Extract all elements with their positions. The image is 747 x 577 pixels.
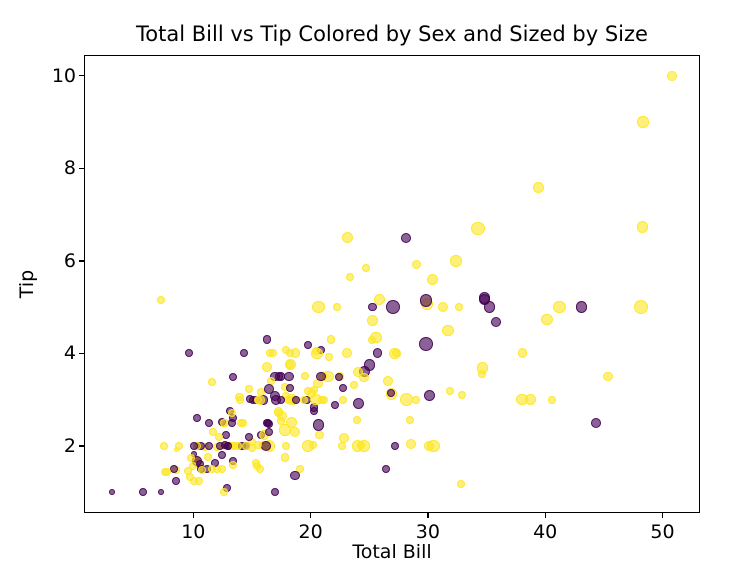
y-tick-label: 6 [63,249,76,272]
y-tick-label: 10 [51,64,76,87]
x-tick-label: 10 [181,521,206,543]
x-tick-label: 30 [415,521,440,543]
x-tick-mark [309,513,312,518]
x-tick-mark [192,513,194,518]
y-tick-label: 8 [63,157,76,180]
x-tick-mark [661,513,664,518]
plot-area [84,55,700,513]
x-tick-mark [427,513,429,518]
y-tick-mark [79,75,84,77]
chart-title: Total Bill vs Tip Colored by Sex and Siz… [136,22,648,46]
x-tick-label: 50 [650,521,675,543]
x-tick-label: 20 [298,521,323,543]
y-tick-mark [79,352,84,355]
y-tick-mark [79,167,84,169]
y-axis-label: Tip [16,269,38,299]
x-axis-label: Total Bill [352,541,432,563]
y-tick-label: 4 [63,342,76,365]
x-tick-mark [544,513,546,518]
y-tick-label: 2 [63,434,76,457]
y-tick-mark [79,445,84,447]
x-tick-label: 40 [533,521,558,543]
y-tick-mark [79,260,84,262]
